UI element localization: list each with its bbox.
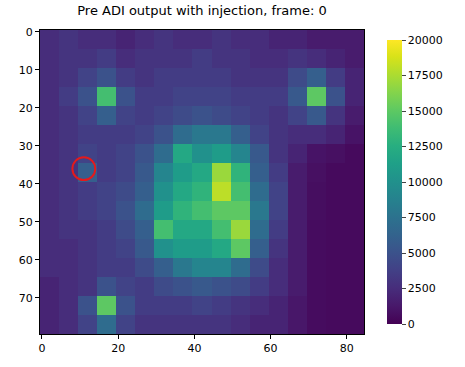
svg-text:50: 50 xyxy=(19,216,33,229)
svg-text:70: 70 xyxy=(19,292,33,305)
svg-text:60: 60 xyxy=(264,342,278,355)
svg-text:40: 40 xyxy=(187,342,201,355)
svg-text:2500: 2500 xyxy=(408,282,436,295)
svg-text:10000: 10000 xyxy=(408,176,443,189)
svg-text:60: 60 xyxy=(19,254,33,267)
svg-text:20000: 20000 xyxy=(408,34,443,47)
svg-text:40: 40 xyxy=(19,178,33,191)
svg-text:0: 0 xyxy=(26,26,33,39)
svg-text:5000: 5000 xyxy=(408,247,436,260)
svg-text:20: 20 xyxy=(19,102,33,115)
svg-text:15000: 15000 xyxy=(408,105,443,118)
svg-text:0: 0 xyxy=(38,342,45,355)
svg-text:0: 0 xyxy=(408,318,415,331)
svg-text:10: 10 xyxy=(19,64,33,77)
svg-text:17500: 17500 xyxy=(408,69,443,82)
svg-text:20: 20 xyxy=(111,342,125,355)
svg-text:30: 30 xyxy=(19,140,33,153)
svg-text:Pre ADI output with injection,: Pre ADI output with injection, frame: 0 xyxy=(77,3,327,18)
svg-text:80: 80 xyxy=(340,342,354,355)
svg-text:12500: 12500 xyxy=(408,140,443,153)
svg-text:7500: 7500 xyxy=(408,211,436,224)
